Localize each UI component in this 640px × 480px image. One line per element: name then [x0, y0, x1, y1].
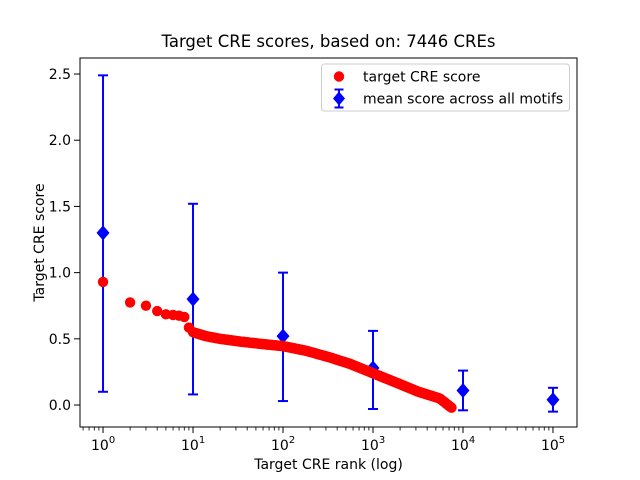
y-axis-label: Target CRE score	[32, 183, 48, 302]
y-tick-label: 2.5	[49, 67, 71, 83]
mean-score-diamond	[96, 225, 110, 241]
target-score-dot	[183, 322, 195, 333]
target-score-dot	[152, 305, 163, 317]
x-axis-label: Target CRE rank (log)	[253, 457, 403, 473]
y-tick-label: 1.0	[49, 266, 71, 282]
target-score-dot	[179, 311, 190, 323]
target-score-dot	[446, 402, 457, 413]
target-score-dot	[140, 300, 152, 311]
chart-title: Target CRE scores, based on: 7446 CREs	[160, 32, 495, 51]
mean-score-diamond	[546, 392, 560, 408]
y-tick-label: 1.5	[49, 199, 71, 215]
mean-score-diamond	[276, 328, 290, 344]
legend: target CRE score mean score across all mo…	[321, 63, 570, 112]
legend-circle-marker	[333, 71, 345, 82]
legend-box	[321, 63, 570, 112]
mean-score-diamond	[186, 291, 200, 307]
legend-label: target CRE score	[363, 70, 480, 86]
target-score-dot	[97, 276, 109, 288]
target-score-series	[97, 276, 457, 413]
y-axis: 0.0 0.5 1.0 1.5 2.0 2.5	[49, 67, 80, 414]
plot-frame	[79, 57, 578, 428]
legend-label: mean score across all motifs	[363, 92, 563, 108]
mean-score-diamond	[456, 382, 470, 398]
legend-diamond-marker	[333, 91, 345, 106]
y-tick-label: 0.0	[49, 398, 71, 414]
target-score-dot	[124, 297, 136, 308]
y-tick-label: 2.0	[49, 133, 71, 149]
y-tick-label: 0.5	[49, 332, 71, 348]
